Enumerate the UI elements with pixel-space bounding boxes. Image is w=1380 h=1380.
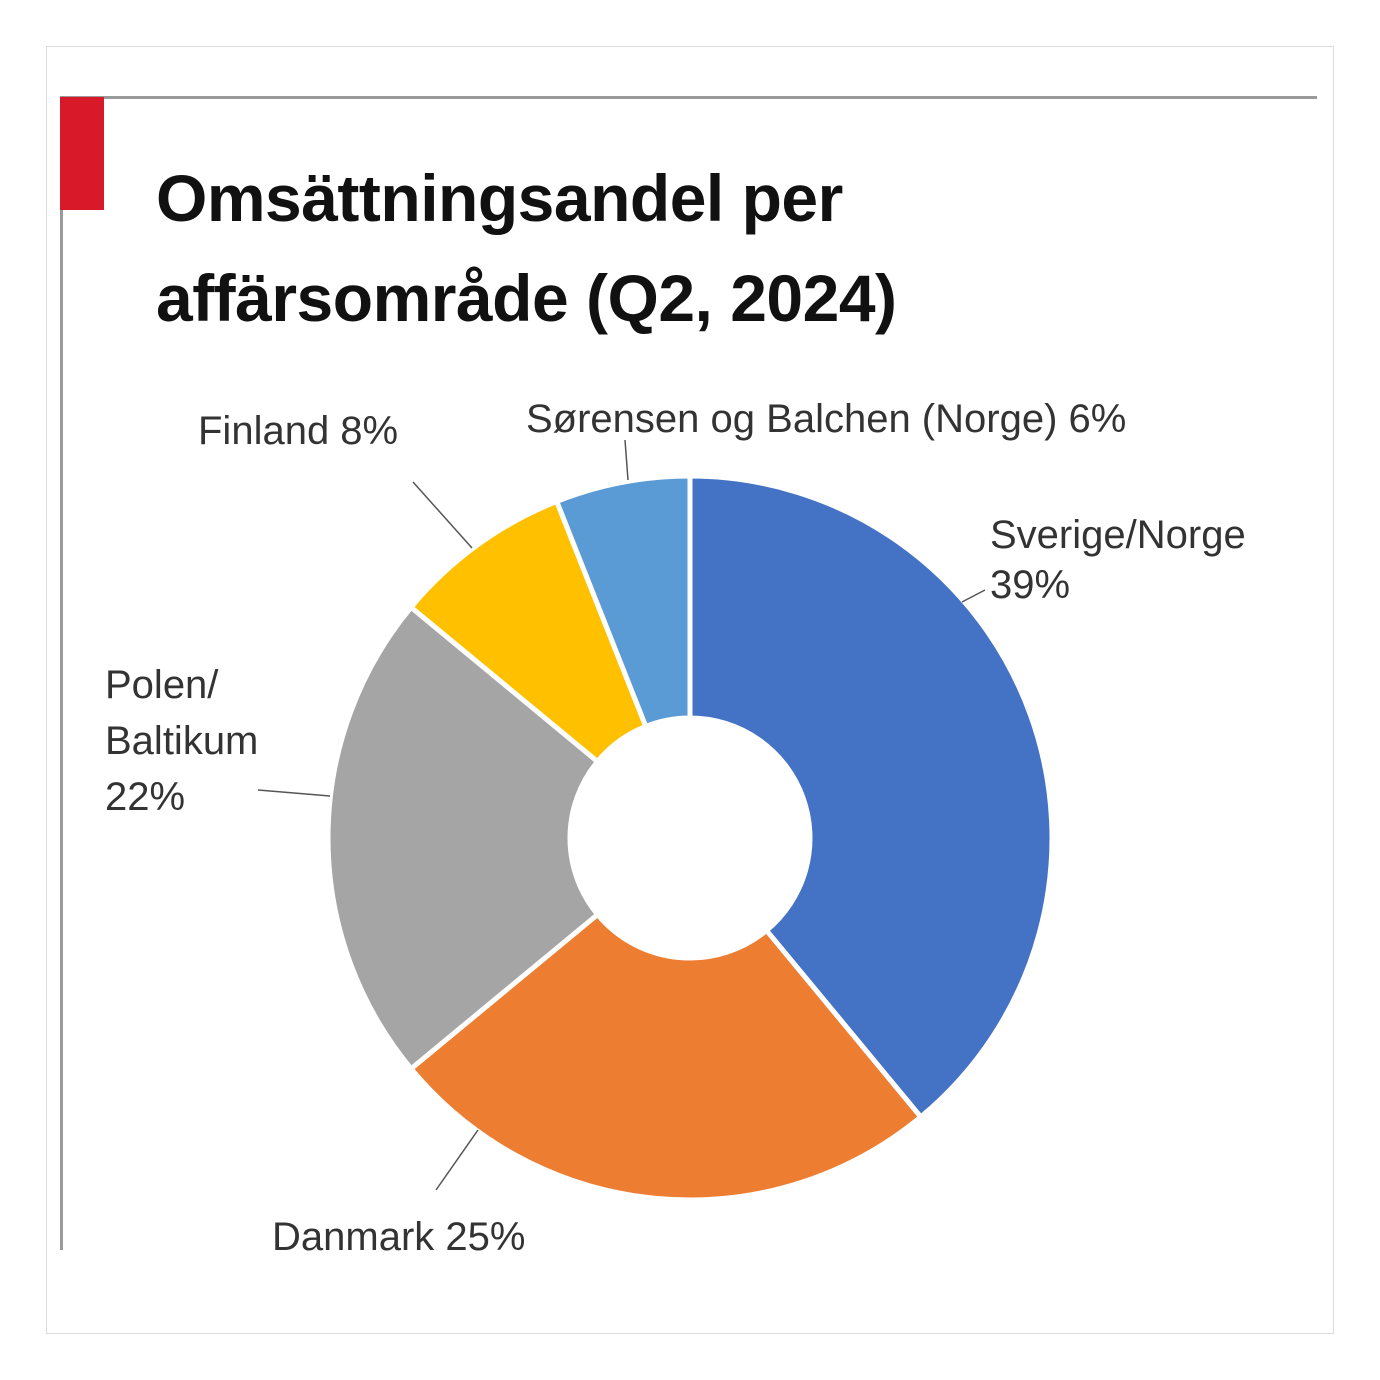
data-label-line: 39% [990,563,1070,607]
data-label-line: Sverige/Norge [990,513,1246,557]
left-rule [60,96,63,1250]
data-label: Sørensen og Balchen (Norge) 6% [526,397,1126,441]
slice-polen-baltikum [325,603,602,1073]
data-label: Sverige/Norge 39% [990,513,1246,607]
chart-title: Omsättningsandel per affärsområde (Q2, 2… [156,161,897,335]
data-label-line: 22% [105,775,185,819]
data-label-line: Baltikum [105,719,258,763]
leader-line [961,589,986,603]
slice-finland [407,498,650,766]
leader-line [435,1129,479,1191]
data-label-line: Polen/ [105,663,219,707]
slice-danmark [407,910,925,1203]
leader-line [257,789,331,797]
data-label: Finland 8% [198,409,398,453]
slice-sørensen-og-balchen-norge- [553,473,693,730]
top-rule [60,96,1317,99]
data-label-line: Finland 8% [198,409,398,453]
slice-sverige-norge [687,473,1055,1121]
chart-frame [46,46,1334,1334]
data-label-line: Danmark 25% [272,1215,525,1259]
data-label-line: Sørensen og Balchen (Norge) 6% [526,397,1126,441]
data-label: Danmark 25% [272,1215,525,1259]
accent-block [60,97,104,210]
leader-line [412,481,473,549]
data-label: Polen/Baltikum 22% [105,663,258,819]
leader-line [624,439,629,481]
